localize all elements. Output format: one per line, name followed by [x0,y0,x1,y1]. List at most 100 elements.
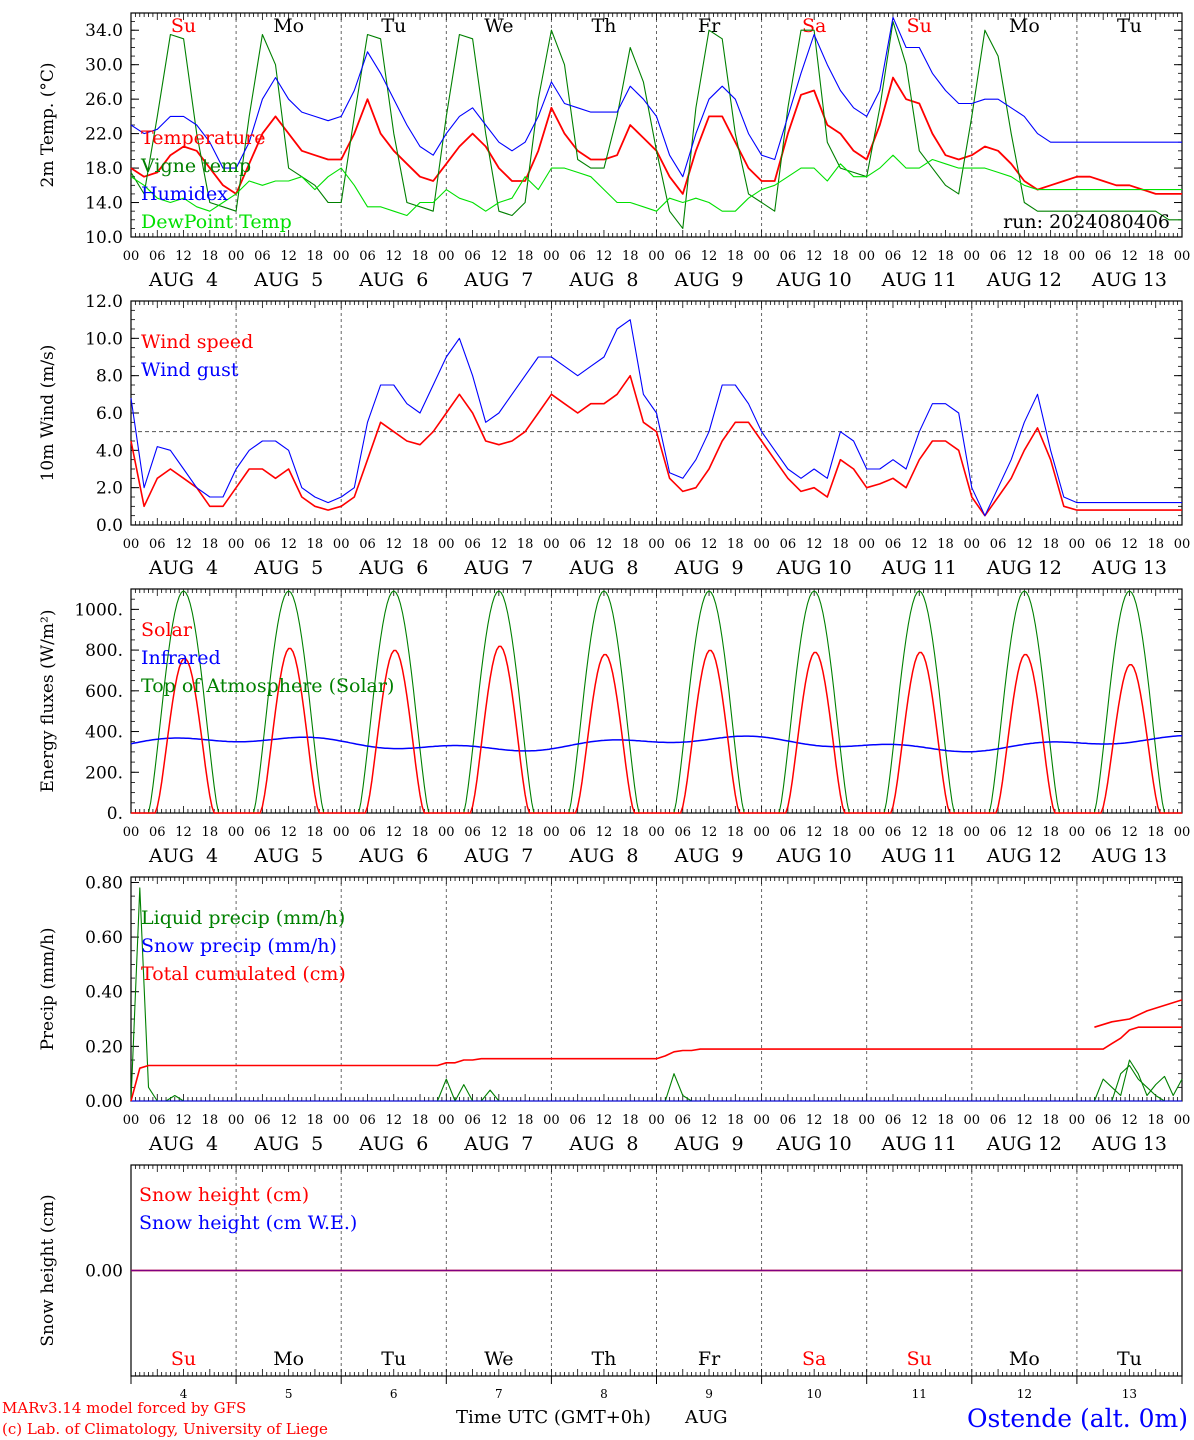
y-axis-label: 2m Temp. (°C) [38,62,58,187]
y-tick-label: 6.0 [96,404,123,424]
hour-tick-label: 18 [412,825,429,840]
hour-tick-label: 12 [1121,537,1138,552]
hour-tick-label: 06 [885,825,902,840]
hour-tick-label: 06 [569,1113,586,1128]
date-label: AUG 7 [463,269,533,291]
day-number-label: 11 [912,1387,927,1401]
hour-tick-label: 00 [1174,1113,1191,1128]
hour-tick-label: 06 [780,1113,797,1128]
day-number-label: 4 [180,1387,188,1401]
hour-tick-label: 06 [569,537,586,552]
hour-tick-label: 12 [596,1113,613,1128]
hour-tick-label: 18 [937,825,954,840]
date-label: AUG 9 [674,1133,744,1155]
hour-tick-label: 18 [1147,825,1164,840]
hour-tick-label: 12 [596,825,613,840]
hour-tick-label: 00 [543,825,560,840]
hour-tick-label: 06 [780,825,797,840]
hour-tick-label: 12 [491,825,508,840]
model-credit-line: MARv3.14 model forced by GFS [2,1399,246,1417]
hour-tick-label: 18 [307,1113,324,1128]
hour-tick-label: 00 [1174,249,1191,264]
legend-entry: Infrared [141,647,221,669]
hour-tick-label: 12 [911,249,928,264]
y-tick-label: 2.0 [96,479,123,499]
date-label: AUG 5 [253,557,323,579]
hour-tick-label: 12 [596,537,613,552]
hour-tick-label: 06 [1095,249,1112,264]
date-label: AUG 7 [463,557,533,579]
weekday-label: Su [171,15,196,37]
hour-tick-label: 00 [333,1113,350,1128]
hour-tick-label: 12 [385,825,402,840]
hour-tick-label: 00 [228,1113,245,1128]
date-label: AUG 6 [358,845,428,867]
hour-tick-label: 18 [1042,825,1059,840]
y-tick-label: 200. [85,763,123,783]
y-tick-label: 26.0 [85,90,123,110]
legend-entry: Wind gust [141,359,239,381]
hour-tick-label: 18 [622,1113,639,1128]
hour-tick-label: 00 [858,1113,875,1128]
date-label: AUG 11 [881,1133,957,1155]
hour-tick-label: 00 [964,249,981,264]
panel-energy: 0. 200. 400. 600. 800. 1000. Energy fluxes (W/… [38,588,1190,867]
series-line-liquid-precip-tail [1093,1059,1183,1102]
hour-tick-label: 06 [1095,825,1112,840]
date-label: AUG 9 [674,269,744,291]
hour-tick-label: 18 [202,537,219,552]
hour-tick-label: 06 [464,537,481,552]
date-label: AUG 8 [568,557,638,579]
hour-tick-label: 00 [228,249,245,264]
weekday-label: Mo [273,1348,304,1370]
day-number-label: 8 [600,1387,608,1401]
hour-tick-label: 06 [675,249,692,264]
hour-tick-label: 06 [359,825,376,840]
legend-entry: Liquid precip (mm/h) [141,907,345,929]
hour-tick-label: 18 [307,825,324,840]
hour-tick-label: 06 [885,249,902,264]
hour-tick-label: 18 [307,537,324,552]
hour-tick-label: 06 [675,537,692,552]
hour-tick-label: 06 [254,537,271,552]
hour-tick-label: 00 [228,537,245,552]
hour-tick-label: 12 [175,249,192,264]
hour-tick-label: 18 [307,249,324,264]
date-label: AUG 11 [881,269,957,291]
hour-tick-label: 12 [806,249,823,264]
hour-tick-label: 00 [1174,537,1191,552]
hour-tick-label: 00 [858,249,875,264]
hour-tick-label: 12 [1121,1113,1138,1128]
date-label: AUG 9 [674,845,744,867]
hour-tick-label: 00 [1069,825,1086,840]
hour-tick-label: 12 [491,249,508,264]
weekday-label: Tu [1117,1348,1142,1370]
date-label: AUG 4 [148,557,218,579]
legend-entry: DewPoint Temp [141,211,292,233]
hour-tick-label: 12 [1016,825,1033,840]
series-line-infrared [130,734,1183,753]
hour-tick-label: 00 [1069,249,1086,264]
y-tick-label: 400. [85,723,123,743]
hour-tick-label: 00 [648,1113,665,1128]
hour-tick-label: 12 [491,1113,508,1128]
date-label: AUG 5 [253,1133,323,1155]
weekday-label: We [484,15,513,37]
series-line-solar [131,645,1182,814]
weekday-label: Tu [1117,15,1142,37]
hour-tick-label: 00 [648,537,665,552]
date-label: AUG 7 [463,845,533,867]
panel-temp: 10.0 14.0 18.0 22.0 26.0 30.0 34.0 2m Temp. (°C… [38,12,1191,291]
date-label: AUG 12 [986,269,1062,291]
hour-tick-label: 00 [438,825,455,840]
hour-tick-label: 18 [202,249,219,264]
date-label: AUG 6 [358,269,428,291]
hour-tick-label: 18 [517,825,534,840]
legend-entry: Total cumulated (cm) [141,963,346,985]
hour-tick-label: 12 [280,249,297,264]
y-tick-label: 18.0 [85,159,123,179]
y-tick-label: 0. [107,804,123,824]
hour-tick-label: 06 [359,537,376,552]
hour-tick-label: 00 [438,537,455,552]
legend-entry: Solar [141,619,193,641]
